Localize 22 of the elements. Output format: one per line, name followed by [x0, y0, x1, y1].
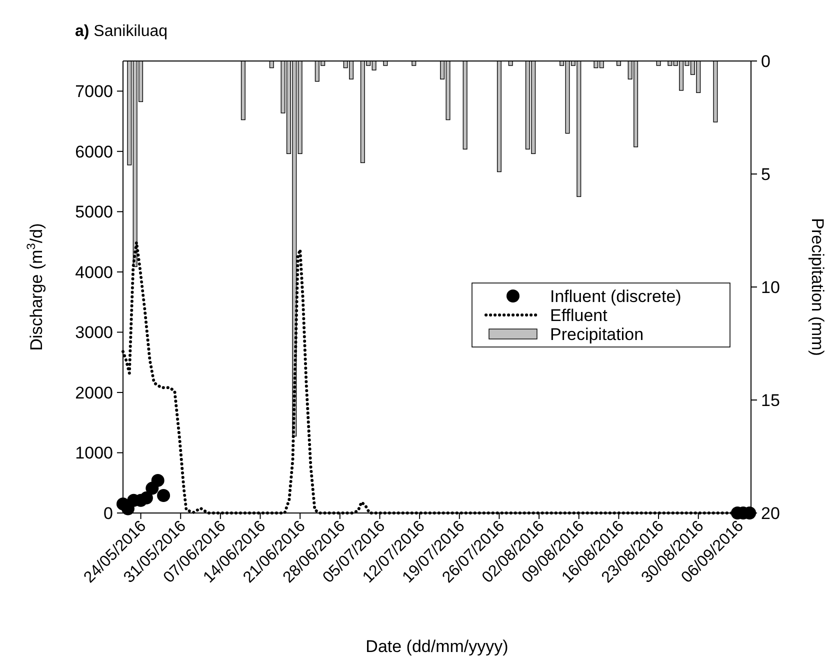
legend-label: Effluent — [550, 306, 608, 325]
y2-tick-label: 20 — [761, 504, 780, 523]
y2-tick-label: 0 — [761, 52, 770, 71]
y-tick-label: 0 — [104, 504, 113, 523]
y-tick-label: 6000 — [75, 142, 113, 162]
y2-tick-label: 15 — [761, 390, 780, 410]
point — [140, 491, 153, 504]
legend-label: Influent (discrete) — [550, 286, 682, 306]
y2-tick-label: 5 — [761, 164, 770, 184]
y2-tick-label: 10 — [761, 278, 780, 297]
chart-title: a) Sanikiluaq — [75, 23, 168, 40]
y-tick-label: 4000 — [75, 262, 113, 282]
y-tick-label: 5000 — [75, 202, 113, 222]
point — [151, 474, 164, 487]
x-axis-title: Date (dd/mm/yyyy) — [366, 637, 508, 656]
y-tick-label: 2000 — [75, 383, 113, 402]
legend-label: Precipitation — [550, 324, 644, 344]
y-tick-label: 3000 — [75, 323, 113, 342]
y-tick-label: 7000 — [75, 82, 113, 102]
y2-axis-title: Precipitation (mm) — [808, 218, 827, 356]
point — [157, 489, 170, 502]
y-tick-label: 1000 — [75, 444, 113, 463]
